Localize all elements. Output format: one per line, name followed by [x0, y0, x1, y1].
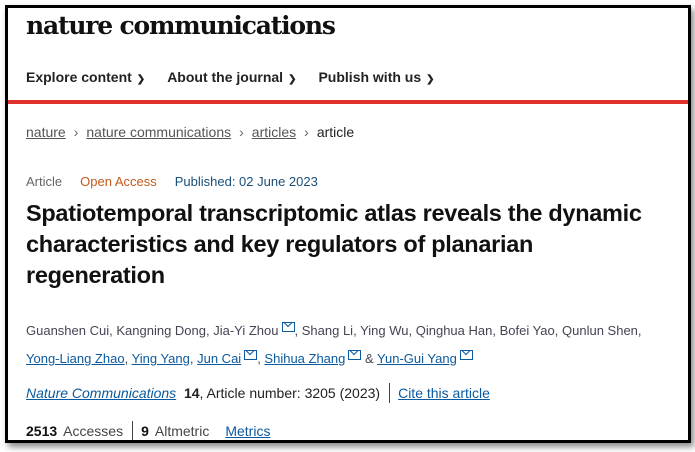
- mail-icon[interactable]: [244, 350, 258, 360]
- author[interactable]: Shang Li: [301, 323, 354, 338]
- accesses-label: Accesses: [63, 423, 124, 439]
- breadcrumb-nature[interactable]: nature: [26, 124, 66, 140]
- nav-explore-content[interactable]: Explore content ❯: [26, 69, 145, 85]
- author[interactable]: Bofei Yao: [499, 323, 555, 338]
- chevron-right-icon: ›: [73, 124, 79, 140]
- nav-label: Publish with us: [318, 69, 422, 85]
- author[interactable]: Yun-Gui Yang: [377, 351, 457, 366]
- article-meta: Article Open Access Published: 02 June 2…: [26, 174, 318, 189]
- chevron-down-icon: ❯: [288, 74, 297, 85]
- article-number: , Article number: 3205 (2023): [199, 385, 381, 401]
- divider: [389, 383, 391, 403]
- nav-about-journal[interactable]: About the journal ❯: [167, 69, 296, 85]
- cite-article-link[interactable]: Cite this article: [398, 385, 490, 401]
- mail-icon[interactable]: [459, 350, 473, 360]
- chevron-down-icon: ❯: [426, 74, 435, 85]
- altmetric-label: Altmetric: [154, 423, 210, 439]
- breadcrumb: nature › nature communications › articles ›…: [26, 124, 354, 140]
- author[interactable]: Jun Cai: [197, 351, 242, 366]
- author[interactable]: Guanshen Cui: [26, 323, 110, 338]
- metrics-link[interactable]: Metrics: [225, 423, 271, 439]
- author[interactable]: Kangning Dong: [116, 323, 206, 338]
- author[interactable]: Qinghua Han: [415, 323, 493, 338]
- main-nav: Explore content ❯ About the journal ❯ Publ…: [26, 69, 435, 85]
- citation-line: Nature Communications 14, Article number…: [26, 383, 490, 403]
- mail-icon[interactable]: [348, 350, 362, 360]
- author[interactable]: Ying Yang: [131, 351, 190, 366]
- author[interactable]: Qunlun Shen: [562, 323, 638, 338]
- breadcrumb-nature-communications[interactable]: nature communications: [86, 124, 232, 140]
- article-type: Article: [26, 174, 63, 189]
- breadcrumb-current: article: [316, 124, 355, 140]
- volume: 14: [183, 385, 200, 401]
- header-divider: [8, 100, 688, 104]
- chevron-right-icon: ›: [239, 124, 244, 140]
- divider: [132, 421, 134, 440]
- site-logo[interactable]: nature communications: [26, 11, 336, 40]
- author[interactable]: Ying Wu: [360, 323, 409, 338]
- author-list: Guanshen Cui, Kangning Dong, Jia-Yi Zhou…: [26, 322, 642, 366]
- breadcrumb-articles[interactable]: articles: [251, 124, 297, 140]
- published-date: Published: 02 June 2023: [174, 174, 318, 189]
- nav-label: Explore content: [26, 69, 132, 85]
- mail-icon[interactable]: [281, 322, 295, 332]
- metrics-bar: 2513 Accesses 9 Altmetric Metrics: [26, 421, 271, 440]
- nav-publish[interactable]: Publish with us ❯: [318, 69, 434, 85]
- accesses-count: 2513: [26, 423, 58, 439]
- chevron-down-icon: ❯: [136, 74, 146, 85]
- open-access-badge: Open Access: [80, 174, 157, 189]
- altmetric-count: 9: [141, 423, 149, 439]
- nav-label: About the journal: [167, 69, 284, 85]
- author[interactable]: Jia-Yi Zhou: [213, 323, 279, 338]
- article-title: Spatiotemporal transcriptomic atlas reve…: [26, 200, 642, 288]
- chevron-right-icon: ›: [304, 124, 309, 140]
- author[interactable]: Shihua Zhang: [264, 351, 346, 366]
- browser-frame: nature communications Explore content ❯ A…: [5, 5, 691, 443]
- journal-link[interactable]: Nature Communications: [26, 385, 177, 401]
- author[interactable]: Yong-Liang Zhao: [26, 351, 125, 366]
